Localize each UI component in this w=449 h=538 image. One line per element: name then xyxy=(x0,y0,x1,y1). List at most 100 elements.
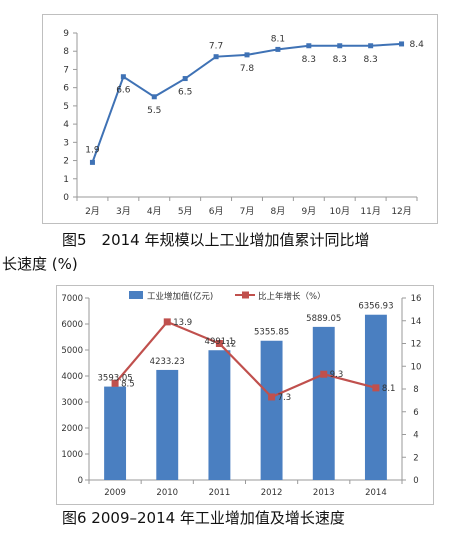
bar-value-label: 5355.85 xyxy=(254,328,289,338)
x-tick-label: 11月 xyxy=(360,206,380,217)
growth-value-label: 8.1 xyxy=(382,384,396,394)
growth-value-label: 13.9 xyxy=(173,318,192,328)
y-tick-label: 6000 xyxy=(61,320,83,330)
growth-point xyxy=(268,393,276,401)
data-label: 8.3 xyxy=(302,55,316,65)
y-tick-label: 0 xyxy=(63,193,69,203)
series-line xyxy=(91,42,402,163)
x-tick-label: 10月 xyxy=(330,206,350,217)
x-tick-label: 8月 xyxy=(271,206,286,217)
data-point xyxy=(244,52,250,58)
data-point xyxy=(151,94,157,100)
x-tick-label: 6月 xyxy=(209,206,224,217)
data-label: 1.9 xyxy=(85,145,100,155)
line-chart-svg: 0 1 2 3 4 5 6 7 8 9 2月 3月 4月 5月 6月 7月 8月 9月 10月 11月 12月 1.9 6.… xyxy=(63,29,425,217)
legend-swatch-marker xyxy=(242,291,249,299)
data-point xyxy=(275,46,281,52)
y-tick-label: 4 xyxy=(63,120,69,130)
data-point xyxy=(337,43,343,49)
bar xyxy=(364,314,387,480)
x-tick-label: 12月 xyxy=(391,206,411,217)
x-tick-label: 3月 xyxy=(116,206,131,217)
growth-point xyxy=(163,318,171,326)
legend-label-line: 比上年增长（%） xyxy=(258,291,326,302)
figure-6-caption: 图6 2009–2014 年工业增加值及增长速度 xyxy=(62,509,345,527)
y-tick-label: 5000 xyxy=(61,346,83,356)
x-tick-label: 2011 xyxy=(209,488,231,498)
data-label: 8.1 xyxy=(271,34,285,44)
data-label: 6.5 xyxy=(178,88,192,98)
x-tick-label: 5月 xyxy=(178,206,193,217)
data-point xyxy=(368,43,374,49)
x-tick-label: 2月 xyxy=(85,206,100,217)
x-tick-label: 7月 xyxy=(240,206,255,217)
figure-5-caption-line2: 长速度 (%) xyxy=(2,255,78,273)
data-label: 5.5 xyxy=(147,106,161,116)
growth-point xyxy=(111,379,119,387)
growth-point xyxy=(320,370,328,378)
y2-tick-label: 2 xyxy=(413,453,418,463)
y-tick-label: 9 xyxy=(63,29,69,39)
legend-swatch-bar xyxy=(129,291,143,299)
y-tick-label: 2000 xyxy=(61,424,83,434)
y-tick-label: 5 xyxy=(63,102,69,112)
bar-value-label: 3593.05 xyxy=(98,374,133,384)
y2-tick-label: 6 xyxy=(413,408,418,418)
chart-industrial-value-added: 0 1000 2000 3000 4000 5000 6000 7000 0 2 4 6 8 10 12 14… xyxy=(56,285,434,505)
growth-value-label: 12 xyxy=(225,340,236,350)
y2-tick-label: 10 xyxy=(411,362,422,372)
growth-value-label: 9.3 xyxy=(330,370,344,380)
y-tick-label: 2 xyxy=(63,157,69,167)
growth-line xyxy=(114,320,377,399)
growth-value-label: 8.5 xyxy=(121,379,135,389)
bar-value-label: 4991.1 xyxy=(205,337,235,347)
y-tick-label: 8 xyxy=(63,47,69,57)
bar xyxy=(260,340,283,480)
x-tick-label: 2013 xyxy=(313,488,335,498)
x-tick-label: 2010 xyxy=(156,488,178,498)
data-label: 8.3 xyxy=(333,55,347,65)
y-tick-label: 1 xyxy=(63,175,69,185)
x-tick-label: 2009 xyxy=(104,488,126,498)
chart-cumulative-growth: 0 1 2 3 4 5 6 7 8 9 2月 3月 4月 5月 6月 7月 8月 9月 10月 11月 12月 1.9 6.… xyxy=(42,14,438,224)
bar-value-label: 5889.05 xyxy=(306,314,341,324)
bar-value-label: 6356.93 xyxy=(358,302,393,312)
x-tick-label: 4月 xyxy=(147,206,162,217)
x-tick-label: 2012 xyxy=(261,488,283,498)
bar xyxy=(312,326,335,480)
data-point xyxy=(213,54,219,60)
data-point xyxy=(120,74,126,80)
figure-5-caption-line1: 图5 2014 年规模以上工业增加值累计同比增 xyxy=(62,231,370,249)
y2-tick-label: 14 xyxy=(411,317,422,327)
combo-chart-svg: 0 1000 2000 3000 4000 5000 6000 7000 0 2 4 6 8 10 12 14… xyxy=(61,291,422,498)
data-point xyxy=(182,76,188,82)
y-tick-label: 1000 xyxy=(61,450,83,460)
legend-label-bar: 工业增加值(亿元) xyxy=(147,291,213,302)
bar xyxy=(104,386,127,480)
data-point xyxy=(306,43,312,49)
data-label: 8.4 xyxy=(410,40,425,50)
bar xyxy=(156,369,179,480)
bar xyxy=(208,350,231,480)
y2-tick-label: 4 xyxy=(413,431,418,441)
x-tick-label: 2014 xyxy=(365,488,387,498)
y-tick-label: 7000 xyxy=(61,294,83,304)
y-tick-label: 6 xyxy=(63,84,69,94)
data-label: 6.6 xyxy=(116,86,131,96)
bar-value-label: 4233.23 xyxy=(150,357,185,367)
data-label: 7.8 xyxy=(240,64,255,74)
growth-value-label: 7.3 xyxy=(278,393,292,403)
y-tick-label: 3 xyxy=(63,138,69,148)
y2-tick-label: 12 xyxy=(411,340,422,350)
figure-5-caption: 图5 2014 年规模以上工业增加值累计同比增 长速度 (%) xyxy=(2,228,442,276)
data-point xyxy=(399,41,405,47)
growth-point xyxy=(372,384,380,392)
y2-tick-label: 16 xyxy=(411,294,422,304)
y-tick-label: 0 xyxy=(78,476,83,486)
y-tick-label: 7 xyxy=(63,65,69,75)
y-tick-label: 3000 xyxy=(61,398,83,408)
data-label: 7.7 xyxy=(209,42,223,52)
y-tick-label: 4000 xyxy=(61,372,83,382)
y2-tick-label: 8 xyxy=(413,385,418,395)
data-point xyxy=(89,159,95,165)
